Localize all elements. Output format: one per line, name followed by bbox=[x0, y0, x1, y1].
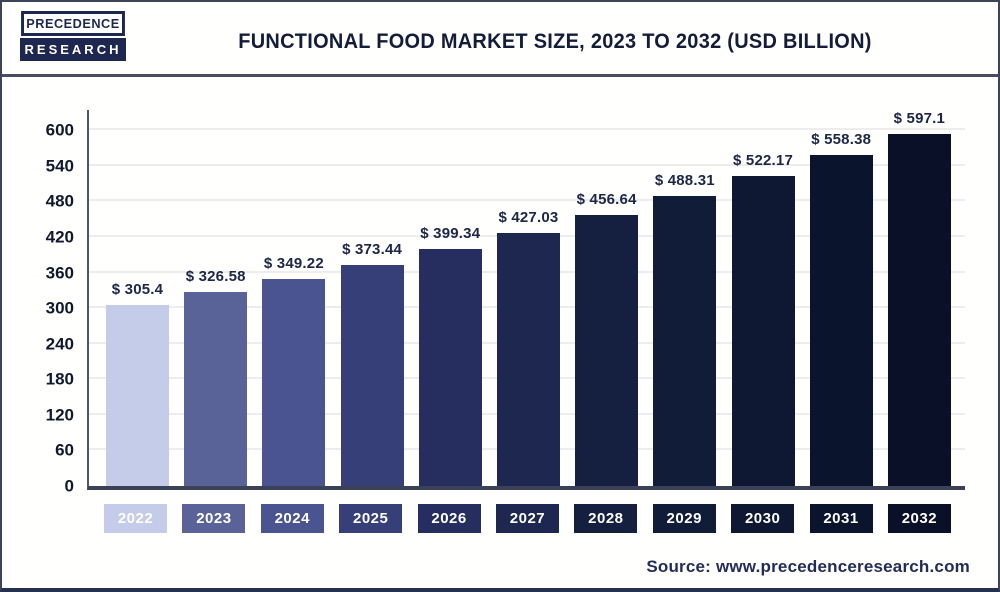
bar-chart: 0 60 120 180 240 300 360 420 480 540 600 $ 305.4 $ … bbox=[2, 77, 998, 535]
y-tick-240: 240 bbox=[45, 334, 74, 354]
y-tick-300: 300 bbox=[45, 298, 74, 318]
bar-2026 bbox=[418, 249, 482, 486]
bar-value-2027: $ 427.03 bbox=[498, 208, 559, 226]
x-label-2032: 2032 bbox=[887, 504, 951, 533]
bar-value-2026: $ 399.34 bbox=[420, 225, 481, 243]
bar-value-2028: $ 456.64 bbox=[576, 191, 637, 209]
bar-2031 bbox=[809, 154, 873, 486]
bar-2032 bbox=[887, 134, 951, 486]
x-label-2024: 2024 bbox=[260, 504, 324, 533]
x-label-2023: 2023 bbox=[182, 504, 246, 533]
y-tick-600: 600 bbox=[45, 120, 74, 140]
bar-2024 bbox=[262, 278, 326, 486]
bar-value-2023: $ 326.58 bbox=[185, 268, 246, 286]
gridline-540 bbox=[89, 163, 965, 166]
x-axis-labels: 2022 2023 2024 2025 2026 2027 2028 2029 2030 2031… bbox=[87, 504, 965, 534]
bar-2022 bbox=[106, 304, 169, 486]
y-tick-420: 420 bbox=[45, 227, 74, 247]
x-label-2025: 2025 bbox=[339, 504, 403, 533]
bar-value-2024: $ 349.22 bbox=[263, 254, 324, 272]
bar-2025 bbox=[340, 264, 404, 486]
bar-cell-2026: $ 399.34 bbox=[418, 110, 482, 486]
y-tick-120: 120 bbox=[45, 405, 74, 425]
bar-2030 bbox=[731, 176, 795, 486]
bar-value-2030: $ 522.17 bbox=[733, 152, 793, 170]
header-divider bbox=[2, 74, 998, 77]
bar-value-2032: $ 597.1 bbox=[893, 110, 946, 127]
chart-title: FUNCTIONAL FOOD MARKET SIZE, 2023 TO 203… bbox=[238, 30, 872, 53]
bar-value-2031: $ 558.38 bbox=[811, 130, 872, 148]
bar-2027 bbox=[496, 232, 560, 486]
bar-cell-2025: $ 373.44 bbox=[340, 110, 404, 486]
y-tick-360: 360 bbox=[45, 263, 74, 282]
bar-2029 bbox=[653, 196, 717, 486]
bar-cell-2029: $ 488.31 bbox=[653, 110, 717, 486]
y-tick-540: 540 bbox=[45, 156, 74, 176]
bar-cell-2032: $ 597.1 bbox=[887, 110, 951, 486]
bar-value-2025: $ 373.44 bbox=[342, 240, 403, 258]
precedence-research-logo: PRECEDENCE RESEARCH bbox=[20, 11, 126, 61]
x-label-2030: 2030 bbox=[731, 504, 795, 533]
bar-value-2029: $ 488.31 bbox=[654, 172, 715, 190]
bar-cell-2022: $ 305.4 bbox=[106, 110, 169, 486]
bar-cell-2030: $ 522.17 bbox=[731, 110, 795, 486]
y-tick-0: 0 bbox=[64, 476, 74, 496]
bar-cell-2028: $ 456.64 bbox=[575, 110, 639, 486]
plot-area: $ 305.4 $ 326.58 $ 349.22 $ 373.44 $ 399.34 $… bbox=[87, 110, 965, 490]
bar-2023 bbox=[184, 292, 248, 486]
bar-cell-2031: $ 558.38 bbox=[809, 110, 873, 486]
x-label-2027: 2027 bbox=[495, 504, 559, 533]
header: PRECEDENCE RESEARCH FUNCTIONAL FOOD MARK… bbox=[2, 2, 998, 74]
gridline-480 bbox=[89, 199, 965, 202]
y-axis-tick-labels: 0 60 120 180 240 300 360 420 480 540 600 bbox=[2, 110, 74, 495]
y-tick-60: 60 bbox=[55, 440, 74, 460]
logo-line-precedence: PRECEDENCE bbox=[21, 11, 125, 36]
logo-line-research: RESEARCH bbox=[20, 38, 126, 61]
source-credit: Source: www.precedenceresearch.com bbox=[646, 557, 970, 576]
x-label-2022: 2022 bbox=[104, 504, 167, 533]
bar-cell-2023: $ 326.58 bbox=[184, 110, 248, 486]
bars-container: $ 305.4 $ 326.58 $ 349.22 $ 373.44 $ 399.34 $… bbox=[89, 110, 965, 486]
x-label-2026: 2026 bbox=[417, 504, 481, 533]
x-label-2031: 2031 bbox=[809, 504, 873, 533]
bar-value-2022: $ 305.4 bbox=[111, 280, 164, 298]
x-label-2029: 2029 bbox=[652, 504, 716, 533]
y-tick-480: 480 bbox=[45, 191, 74, 211]
bar-cell-2027: $ 427.03 bbox=[496, 110, 560, 486]
gridline-600 bbox=[89, 128, 965, 131]
x-label-2028: 2028 bbox=[574, 504, 638, 533]
y-tick-180: 180 bbox=[45, 369, 74, 389]
bar-2028 bbox=[575, 215, 639, 486]
bar-cell-2024: $ 349.22 bbox=[262, 110, 326, 486]
